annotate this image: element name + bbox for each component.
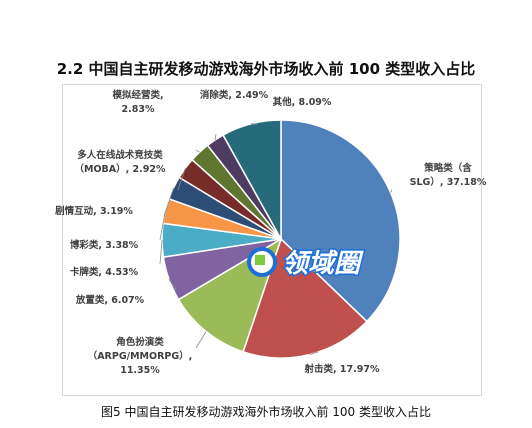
chart-frame bbox=[62, 84, 482, 396]
slice-label: 角色扮演类（ARPG/MMORPG）, 11.35% bbox=[88, 336, 193, 376]
slice-label: 消除类, 2.49% bbox=[200, 89, 269, 101]
chart-title: 2.2 中国自主研发移动游戏海外市场收入前 100 类型收入占比 bbox=[56, 60, 476, 78]
leader-line bbox=[195, 331, 207, 349]
leader-line bbox=[159, 240, 163, 265]
watermark-text: 领域圈 bbox=[282, 249, 364, 279]
leader-line bbox=[195, 149, 200, 153]
leader-line bbox=[214, 133, 217, 140]
watermark: 领域圈 bbox=[247, 247, 366, 281]
slice-label: 卡牌类, 4.53% bbox=[70, 266, 139, 278]
slice-label: 策略类（含 SLG）, 37.18% bbox=[410, 162, 487, 188]
slice-label: 剧情互动, 3.19% bbox=[55, 205, 133, 217]
slice-label: 多人在线战术竞技类（MOBA）, 2.92% bbox=[75, 149, 166, 175]
slice-label: 放置类, 6.07% bbox=[75, 294, 145, 306]
leader-line bbox=[177, 168, 186, 191]
leader-line bbox=[168, 278, 177, 291]
leader-line bbox=[309, 351, 319, 355]
leader-line bbox=[163, 187, 174, 217]
figure-caption: 图5 中国自主研发移动游戏海外市场收入前 100 类型收入占比 bbox=[101, 405, 431, 419]
slice-label: 模拟经营类, 2.83% bbox=[112, 89, 163, 115]
watermark-logo-icon bbox=[247, 247, 277, 277]
slice-label: 博彩类, 3.38% bbox=[70, 239, 139, 251]
slice-label: 射击类, 17.97% bbox=[304, 363, 380, 375]
pie-slice bbox=[280, 119, 401, 323]
slice-label: 其他, 8.09% bbox=[273, 96, 332, 108]
leader-line bbox=[390, 189, 393, 193]
